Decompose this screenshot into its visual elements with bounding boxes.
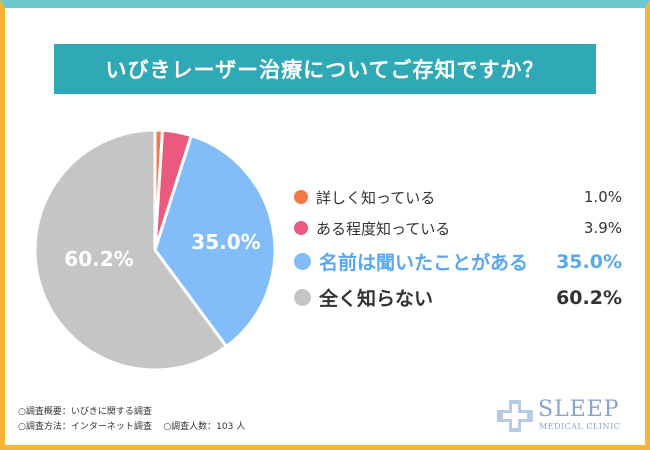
legend-value: 3.9% (583, 219, 622, 237)
legend-item: 全く知らない 60.2% (294, 284, 624, 311)
legend-swatch (294, 221, 308, 235)
legend: 詳しく知っている 1.0% ある程度知っている 3.9% 名前は聞いたことがある… (294, 186, 624, 320)
survey-overview: ○調査概要：いびきに関する調査 (18, 407, 152, 417)
legend-swatch (294, 289, 311, 306)
legend-value: 1.0% (583, 188, 622, 206)
chart-title: いびきレーザー治療についてご存知ですか？ (105, 58, 545, 82)
legend-swatch (294, 253, 311, 270)
legend-label: 詳しく知っている (316, 188, 436, 207)
legend-label: 名前は聞いたことがある (319, 252, 529, 274)
survey-method: ○調査方法：インターネット調査 (18, 422, 152, 432)
survey-count: ○調査人数：103 人 (163, 422, 246, 432)
pie-slice (33, 128, 229, 372)
logo-wordmark: SLEEP (538, 397, 620, 422)
pie-slice (153, 133, 277, 349)
legend-value: 35.0% (556, 250, 622, 273)
survey-notes: ○調査概要：いびきに関する調査 ○調査方法：インターネット調査 ○調査人数：10… (18, 405, 245, 435)
legend-item: 詳しく知っている 1.0% (294, 186, 624, 208)
clinic-logo: SLEEP MEDICAL CLINIC (496, 397, 628, 433)
legend-item: ある程度知っている 3.9% (294, 217, 624, 239)
medical-cross-icon (497, 400, 533, 432)
slice-label-gray: 60.2% (64, 247, 133, 271)
legend-label: 全く知らない (319, 288, 434, 310)
logo-subtitle: MEDICAL CLINIC (539, 422, 621, 431)
legend-label: ある程度知っている (316, 219, 451, 238)
legend-item: 名前は聞いたことがある 35.0% (294, 248, 624, 275)
legend-value: 60.2% (556, 286, 622, 309)
slice-label-blue: 35.0% (191, 230, 260, 254)
legend-swatch (294, 190, 308, 204)
title-bar: いびきレーザー治療についてご存知ですか？ (54, 44, 596, 94)
pie-chart: 35.0% 60.2% (33, 128, 277, 372)
